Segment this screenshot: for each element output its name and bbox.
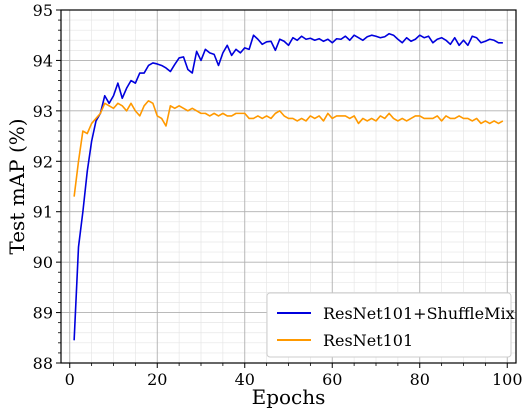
legend-label-resnet101: ResNet101 — [323, 331, 413, 350]
legend: ResNet101+ShuffleMix ResNet101 — [266, 292, 515, 358]
y-tick-label: 91 — [33, 203, 53, 222]
x-tick-label: 40 — [235, 370, 255, 389]
x-tick-label: 60 — [322, 370, 342, 389]
y-axis-label: Test mAP (%) — [5, 118, 29, 254]
x-axis-label: Epochs — [252, 385, 326, 409]
legend-label-resnet101-shufflemix: ResNet101+ShuffleMix — [323, 304, 515, 323]
y-tick-label: 92 — [33, 152, 53, 171]
y-tick-label: 88 — [33, 354, 53, 373]
x-tick-label: 100 — [492, 370, 523, 389]
y-tick-label: 94 — [33, 51, 53, 70]
series-layer — [73, 32, 504, 341]
legend-box — [266, 292, 512, 358]
ticks: 0 20 40 60 80 100 88 89 90 91 92 93 94 95 — [33, 1, 523, 389]
y-tick-label: 90 — [33, 253, 53, 272]
series-line-resnet101 — [73, 99, 504, 197]
x-tick-label: 80 — [410, 370, 430, 389]
y-tick-label: 93 — [33, 102, 53, 121]
x-tick-label: 0 — [65, 370, 75, 389]
y-tick-label: 89 — [33, 304, 53, 323]
x-tick-label: 20 — [147, 370, 167, 389]
y-tick-label: 95 — [33, 1, 53, 20]
series-line-resnet101-shufflemix — [73, 32, 503, 341]
